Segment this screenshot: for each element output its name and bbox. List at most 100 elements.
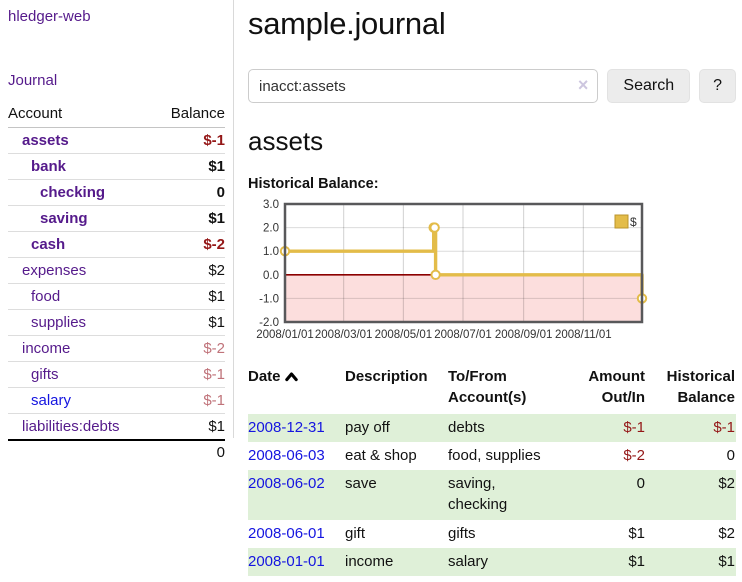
app-brand-link[interactable]: hledger-web <box>8 8 91 25</box>
account-row: food $1 <box>8 283 225 310</box>
transaction-accounts: debts <box>448 418 485 436</box>
account-row: checking 0 <box>8 179 225 206</box>
main-content: sample.journal × Search ? assets Histori… <box>248 0 742 577</box>
account-link-saving[interactable]: saving <box>40 210 88 227</box>
transaction-amount: $1 <box>628 553 645 571</box>
transaction-date-link[interactable]: 2008-06-03 <box>248 446 325 464</box>
account-row: expenses $2 <box>8 257 225 284</box>
register-row: 2008-06-02 save saving, checking 0 $2 <box>248 470 736 520</box>
account-row: gifts $-1 <box>8 361 225 388</box>
transaction-amount: $-1 <box>623 418 645 436</box>
chart-title: Historical Balance: <box>248 176 379 192</box>
account-balance: $-2 <box>154 335 225 362</box>
account-link-liabilities-debts[interactable]: liabilities:debts <box>22 418 120 435</box>
transaction-accounts: salary <box>448 553 489 571</box>
plot-border <box>283 202 644 324</box>
transaction-date-link[interactable]: 2008-06-02 <box>248 475 325 493</box>
transaction-date-link[interactable]: 2008-12-31 <box>248 418 325 436</box>
data-point-marker <box>430 269 441 281</box>
account-balance: $1 <box>154 153 225 180</box>
account-balance: 0 <box>154 179 225 206</box>
register-header-balance: Historical Balance <box>666 368 735 407</box>
transaction-balance: $2 <box>718 475 735 493</box>
account-row: supplies $1 <box>8 309 225 336</box>
legend-swatch <box>614 214 629 229</box>
register-header-row: Date Description To/From Account(s) Amou… <box>248 364 736 414</box>
accounts-total-balance: 0 <box>154 439 225 465</box>
transaction-balance: $1 <box>718 553 735 571</box>
y-tick-label: 0.0 <box>263 270 279 282</box>
transaction-accounts: gifts <box>448 524 476 542</box>
transaction-amount: $-2 <box>623 446 645 464</box>
clear-search-icon[interactable]: × <box>577 75 589 95</box>
accounts-header-row: Account Balance <box>8 102 225 128</box>
y-tick-label: 2.0 <box>263 223 279 235</box>
account-balance: $-1 <box>154 127 225 154</box>
account-balance: $-1 <box>154 361 225 388</box>
account-link-assets[interactable]: assets <box>22 132 69 149</box>
account-balance: $1 <box>154 205 225 232</box>
transaction-description: income <box>345 553 394 571</box>
transaction-description: gift <box>345 524 366 542</box>
register-row: 2008-12-31 pay off debts $-1 $-1 <box>248 413 736 442</box>
register-header-amount: Amount Out/In <box>588 368 645 407</box>
transaction-balance: $-1 <box>713 418 735 436</box>
register-row: 2008-06-03 eat & shop food, supplies $-2… <box>248 442 736 470</box>
y-tick-label: -2.0 <box>259 317 279 329</box>
accounts-header-account: Account <box>8 102 155 128</box>
account-link-cash[interactable]: cash <box>31 236 66 253</box>
account-balance: $1 <box>154 413 225 441</box>
transaction-amount: $1 <box>628 524 645 542</box>
y-tick-label: -1.0 <box>259 293 279 305</box>
transaction-accounts: food, supplies <box>448 446 541 464</box>
account-balance: $1 <box>154 283 225 310</box>
account-row: assets $-1 <box>8 127 225 154</box>
account-row: saving $1 <box>8 205 225 232</box>
transaction-accounts: saving, checking <box>448 475 508 514</box>
account-link-income[interactable]: income <box>22 340 71 357</box>
account-link-bank[interactable]: bank <box>31 158 67 175</box>
data-point-marker <box>429 222 440 233</box>
accounts-table: Account Balance assets $-1 bank $1 check… <box>8 102 225 465</box>
accounts-header-balance: Balance <box>154 102 225 128</box>
account-row: income $-2 <box>8 335 225 362</box>
account-row: bank $1 <box>8 153 225 180</box>
y-tick-label: 3.0 <box>263 199 279 211</box>
x-tick-label: 2008/09/01 <box>495 329 553 341</box>
account-balance: $2 <box>154 257 225 284</box>
transaction-date-link[interactable]: 2008-06-01 <box>248 524 325 542</box>
transaction-amount: 0 <box>636 475 645 493</box>
transaction-description: eat & shop <box>345 446 417 464</box>
x-tick-label: 2008/11/01 <box>555 329 612 341</box>
sidebar-item-journal[interactable]: Journal <box>8 72 58 89</box>
x-tick-label: 2008/01/01 <box>256 329 314 341</box>
sort-ascending-icon <box>284 367 298 388</box>
account-balance: $1 <box>154 309 225 336</box>
account-link-food[interactable]: food <box>31 288 61 305</box>
account-balance: $-2 <box>154 231 225 258</box>
help-button[interactable]: ? <box>699 69 736 103</box>
account-balance: $-1 <box>154 387 225 414</box>
register-table: Date Description To/From Account(s) Amou… <box>248 364 736 577</box>
account-link-supplies[interactable]: supplies <box>31 314 87 331</box>
account-link-expenses[interactable]: expenses <box>22 262 87 279</box>
account-row: salary $-1 <box>8 387 225 414</box>
account-link-salary[interactable]: salary <box>31 392 72 409</box>
search-form: × Search ? <box>248 69 736 103</box>
register-header-description: Description <box>345 368 428 385</box>
transaction-date-link[interactable]: 2008-01-01 <box>248 553 325 571</box>
sidebar: hledger-web Journal Account Balance asse… <box>0 0 234 465</box>
register-header-date[interactable]: Date <box>248 364 345 414</box>
negative-region-fill <box>285 274 642 322</box>
search-input[interactable] <box>248 69 599 103</box>
account-link-gifts[interactable]: gifts <box>31 366 59 383</box>
transaction-description: save <box>345 475 377 493</box>
y-tick-label: 1.0 <box>263 246 279 258</box>
search-button[interactable]: Search <box>607 69 691 103</box>
register-header-accounts: To/From Account(s) <box>448 368 527 407</box>
account-row: cash $-2 <box>8 231 225 258</box>
x-tick-label: 2008/03/01 <box>315 329 373 341</box>
account-link-checking[interactable]: checking <box>40 184 106 201</box>
transaction-balance: $2 <box>718 524 735 542</box>
